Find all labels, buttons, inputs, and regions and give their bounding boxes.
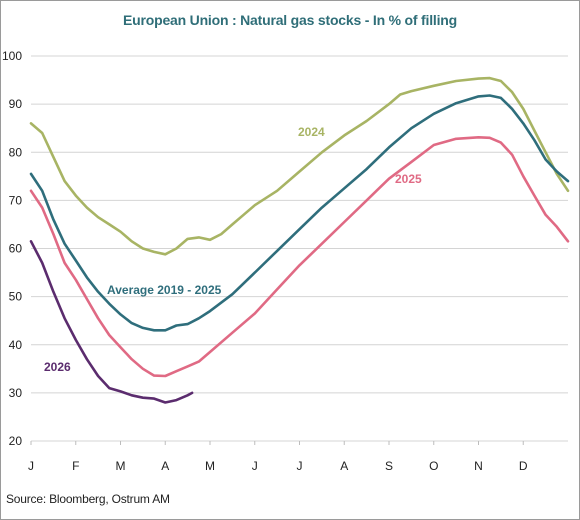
gridlines xyxy=(31,55,568,442)
x-tick-label: S xyxy=(385,459,393,473)
series-line-2026 xyxy=(29,240,194,404)
series-line-2025 xyxy=(29,136,570,378)
series-label-2026: 2026 xyxy=(44,360,71,374)
series-label-2025: 2025 xyxy=(395,172,422,186)
series-labels: 2024 Average 2019 - 2025 2025 2026 xyxy=(44,125,422,374)
x-tick-label: D xyxy=(519,459,528,473)
x-tick-label: O xyxy=(429,459,438,473)
x-tick-label: N xyxy=(474,459,483,473)
series-line-average-2019-2025 xyxy=(29,94,570,332)
chart-title: European Union : Natural gas stocks - In… xyxy=(123,12,457,28)
series-label-2024: 2024 xyxy=(298,125,325,139)
x-tick-label: F xyxy=(72,459,79,473)
y-tick-label: 40 xyxy=(9,338,23,352)
y-tick-label: 20 xyxy=(9,434,23,448)
y-tick-label: 70 xyxy=(9,193,23,207)
x-tick-label: M xyxy=(116,459,126,473)
y-tick-label: 100 xyxy=(2,49,22,63)
y-tick-label: 60 xyxy=(9,242,23,256)
series-lines xyxy=(29,76,570,404)
y-tick-label: 30 xyxy=(9,386,23,400)
series-label-average: Average 2019 - 2025 xyxy=(107,283,222,297)
source-note: Source: Bloomberg, Ostrum AM xyxy=(6,492,170,506)
x-tick-label: J xyxy=(28,459,34,473)
y-axis-ticks: 20 30 40 50 60 70 80 90 100 xyxy=(2,49,22,448)
x-tick-label: M xyxy=(205,459,215,473)
x-tick-label: A xyxy=(340,459,348,473)
y-tick-label: 50 xyxy=(9,290,23,304)
y-tick-label: 80 xyxy=(9,145,23,159)
x-tick-label: J xyxy=(252,459,258,473)
x-tick-label: A xyxy=(161,459,169,473)
series-line-2024 xyxy=(29,76,570,256)
y-tick-label: 90 xyxy=(9,97,23,111)
x-tick-label: J xyxy=(297,459,303,473)
